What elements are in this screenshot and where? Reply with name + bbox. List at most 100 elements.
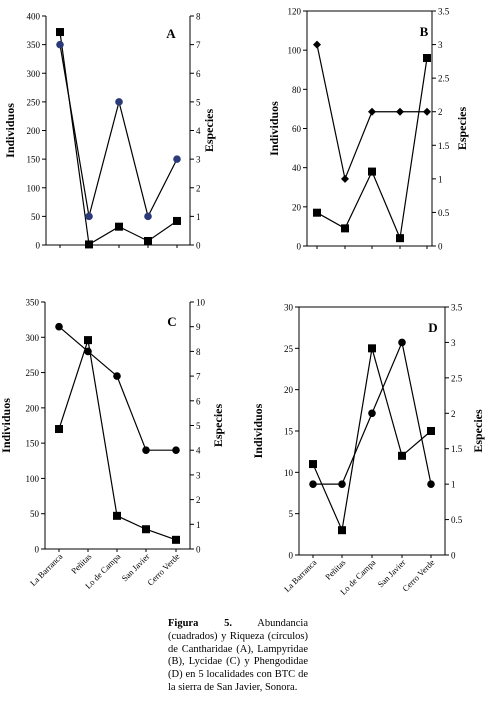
- x-tick-label: Peñitas: [323, 557, 347, 581]
- square-marker: [172, 535, 180, 544]
- circle-marker: [427, 480, 435, 488]
- square-marker: [398, 451, 406, 460]
- right-tick-label: 9: [196, 322, 201, 332]
- left-tick-label: 150: [26, 439, 40, 449]
- left-axis-title: Individuos: [3, 103, 17, 158]
- right-tick-label: 1: [438, 174, 443, 184]
- left-tick-label: 350: [27, 40, 41, 50]
- right-tick-label: 0: [196, 241, 201, 251]
- left-tick-label: 200: [26, 403, 40, 413]
- circle-marker: [56, 40, 64, 49]
- right-tick-label: 2: [451, 409, 456, 419]
- left-tick-label: 30: [284, 303, 294, 313]
- right-axis-title: Especies: [471, 409, 485, 453]
- right-tick-label: 1.5: [451, 444, 463, 454]
- square-marker: [396, 234, 404, 243]
- right-tick-label: 7: [196, 372, 201, 382]
- right-tick-label: 8: [196, 12, 201, 22]
- left-tick-label: 100: [27, 183, 41, 193]
- right-tick-label: 5: [196, 421, 201, 431]
- right-tick-label: 3: [438, 40, 443, 50]
- right-tick-label: 2: [438, 107, 443, 117]
- circle-marker: [115, 98, 123, 106]
- right-axis-title: Especies: [211, 404, 225, 448]
- series-line-square: [58, 339, 177, 541]
- right-tick-label: 3: [196, 155, 201, 165]
- square-marker: [173, 216, 181, 225]
- left-tick-label: 0: [289, 551, 294, 561]
- left-tick-label: 40: [292, 163, 302, 173]
- square-marker: [85, 240, 93, 249]
- right-tick-label: 1.5: [438, 141, 450, 151]
- diamond-marker: [368, 107, 376, 116]
- x-tick-label: Cerro Verde: [400, 557, 436, 593]
- right-tick-label: 4: [196, 446, 201, 456]
- right-tick-label: 5: [196, 97, 201, 107]
- circle-marker: [84, 347, 92, 356]
- left-tick-label: 0: [36, 241, 41, 251]
- right-tick-label: 1: [196, 212, 201, 222]
- right-tick-label: 4: [196, 126, 201, 136]
- right-tick-label: 10: [196, 298, 206, 308]
- right-tick-label: 2.5: [438, 74, 450, 84]
- square-marker: [423, 54, 431, 62]
- square-marker: [55, 425, 63, 434]
- left-axis-title: Individuos: [0, 398, 13, 453]
- left-tick-label: 100: [26, 474, 40, 484]
- square-marker: [56, 28, 64, 37]
- right-axis-title: Especies: [202, 109, 216, 153]
- circle-marker: [173, 155, 181, 163]
- right-tick-label: 0.5: [438, 208, 450, 218]
- series-line-circle: [59, 44, 178, 219]
- left-tick-label: 100: [288, 46, 302, 56]
- right-tick-label: 2: [196, 183, 201, 193]
- square-marker: [341, 224, 349, 233]
- figure-caption: Figura 5. Abundancia (cuadrados) y Rique…: [168, 618, 308, 695]
- left-tick-label: 10: [284, 468, 294, 478]
- left-tick-label: 300: [27, 69, 41, 79]
- diamond-marker: [313, 40, 321, 49]
- panel-c: 0 50 100 150 200 250 300 350 0 1 2 3 4 5 6 7 8 9 10 La Barr…: [0, 298, 225, 591]
- circle-marker: [113, 372, 121, 380]
- left-tick-label: 60: [292, 124, 302, 134]
- right-tick-label: 0: [451, 551, 456, 561]
- x-tick-label: Peñitas: [69, 551, 93, 575]
- circle-marker: [368, 409, 376, 418]
- left-tick-label: 80: [292, 85, 302, 95]
- right-tick-label: 1: [451, 480, 456, 490]
- left-tick-label: 400: [27, 12, 41, 22]
- circle-marker: [142, 446, 150, 455]
- left-tick-label: 15: [284, 427, 294, 437]
- right-axis-title: Especies: [455, 107, 469, 151]
- circle-marker: [172, 446, 180, 455]
- panel-letter: A: [166, 26, 176, 41]
- circle-marker: [144, 212, 152, 221]
- right-tick-label: 6: [196, 396, 201, 406]
- left-axis-title: Individuos: [267, 101, 281, 156]
- right-tick-label: 6: [196, 69, 201, 79]
- left-tick-label: 20: [284, 385, 294, 395]
- diamond-marker: [341, 174, 349, 183]
- left-tick-label: 5: [289, 509, 294, 519]
- square-marker: [144, 236, 152, 245]
- left-tick-label: 0: [297, 242, 302, 252]
- left-tick-label: 25: [284, 344, 294, 354]
- right-tick-label: 2.5: [451, 373, 463, 383]
- right-tick-label: 0.5: [451, 515, 463, 525]
- series-line-circle: [58, 326, 176, 451]
- left-tick-label: 300: [26, 333, 40, 343]
- right-tick-label: 3.5: [451, 303, 463, 313]
- diamond-marker: [396, 107, 404, 116]
- right-tick-label: 7: [196, 40, 201, 50]
- square-marker: [142, 525, 150, 534]
- square-marker: [368, 167, 376, 176]
- left-tick-label: 0: [35, 545, 40, 555]
- right-tick-label: 0: [196, 545, 201, 555]
- right-tick-label: 1: [196, 520, 201, 530]
- circle-marker: [398, 338, 406, 347]
- diamond-marker: [423, 107, 431, 116]
- left-tick-label: 350: [26, 298, 40, 308]
- left-tick-label: 50: [30, 509, 40, 519]
- left-tick-label: 150: [27, 155, 41, 165]
